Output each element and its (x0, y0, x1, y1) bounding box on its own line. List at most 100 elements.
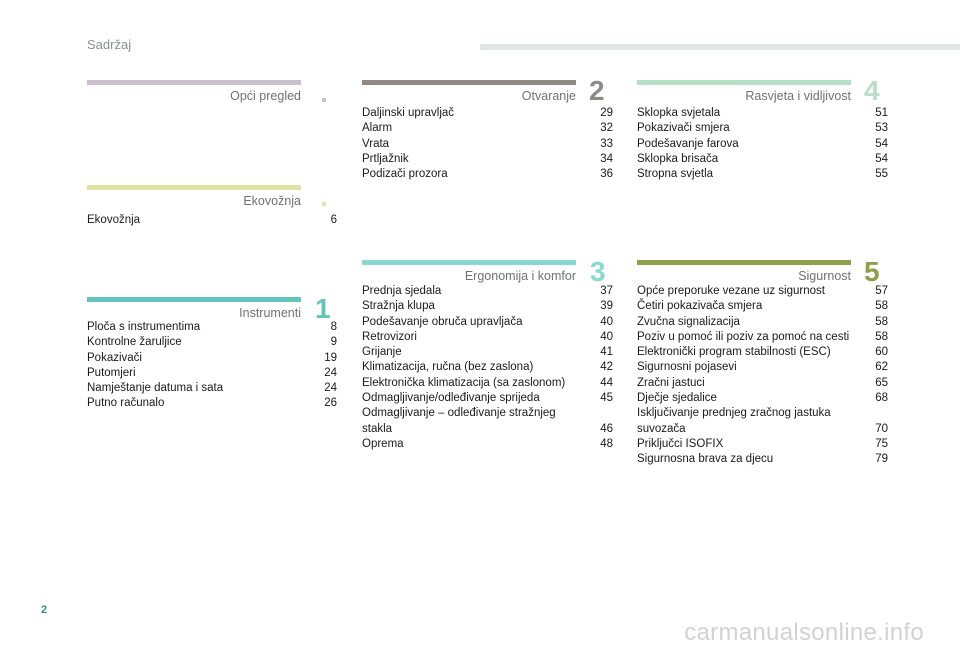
entry-page: 24 (324, 366, 337, 379)
toc-entry[interactable]: Stražnja klupa 39 (362, 299, 613, 314)
entry-title: Opće preporuke vezane uz sigurnost (637, 285, 825, 297)
entry-list: Prednja sjedala 37 Stražnja klupa 39 Podešav… (362, 284, 613, 452)
entry-title: Elektronička klimatizacija (sa zaslonom) (362, 376, 566, 389)
toc-entry[interactable]: Daljinski upravljač 29 (362, 106, 613, 121)
entry-page: 57 (875, 285, 888, 297)
toc-entry[interactable]: Četiri pokazivača smjera 58 (637, 299, 888, 314)
toc-entry[interactable]: Elektronički program stabilnosti (ESC) 60 (637, 345, 888, 360)
entry-page: 8 (330, 321, 337, 333)
toc-entry[interactable]: Retrovizori 40 (362, 330, 613, 345)
entry-title: Elektronički program stabilnosti (ESC) (637, 346, 831, 359)
toc-entry[interactable]: Prednja sjedala 37 (362, 284, 613, 299)
entry-title: Alarm (362, 122, 393, 135)
section-title: Ergonomija i komfor (464, 269, 576, 283)
entry-page: 62 (875, 361, 888, 374)
page-number: 2 (41, 604, 48, 616)
entry-title: Zvučna signalizacija (637, 315, 740, 328)
section-title: Rasvjeta i vidljivost (745, 89, 851, 103)
toc-entry[interactable]: Sklopka brisača 54 (637, 152, 888, 167)
toc-entry[interactable]: Namještanje datuma i sata 24 (87, 381, 337, 396)
entry-list: Sklopka svjetala 51 Pokazivači smjera 53 Pod… (637, 106, 888, 182)
toc-entry[interactable]: Podešavanje obruča upravljača 40 (362, 315, 613, 330)
toc-entry[interactable]: Zračni jastuci 65 (637, 376, 888, 391)
entry-title: Prednja sjedala (362, 285, 442, 297)
section-title: Opći pregled (230, 89, 301, 103)
entry-page: 32 (600, 122, 613, 135)
section-title: Otvaranje (521, 89, 576, 103)
entry-page: 39 (600, 300, 613, 313)
entry-page: 58 (875, 315, 888, 328)
toc-entry[interactable]: Podizači prozora 36 (362, 167, 613, 182)
toc-entry[interactable]: Oprema 48 (362, 437, 613, 452)
toc-entry[interactable]: Pokazivači smjera 53 (637, 121, 888, 136)
section-marker (322, 98, 326, 102)
entry-page: 44 (600, 376, 613, 389)
toc-entry[interactable]: Opće preporuke vezane uz sigurnost 57 (637, 284, 888, 299)
toc-entry[interactable]: Ekovožnja 6 (87, 213, 337, 228)
section-number: 4 (864, 75, 880, 106)
page-header-bar (480, 44, 960, 50)
entry-title: Isključivanje prednjeg zračnog jastuka s… (637, 407, 831, 435)
toc-entry[interactable]: Alarm 32 (362, 121, 613, 136)
entry-page: 19 (324, 351, 337, 364)
toc-entry[interactable]: Elektronička klimatizacija (sa zaslonom)… (362, 376, 613, 391)
entry-title: Stražnja klupa (362, 300, 435, 313)
entry-page: 54 (875, 137, 888, 150)
entry-title: Odmagljivanje – odleđivanje stražnjeg st… (362, 407, 556, 435)
toc-entry[interactable]: Poziv u pomoć ili poziv za pomoć na cest… (637, 330, 888, 345)
section-ekovoznja: Ekovožnja Ekovožnja 6 (87, 185, 337, 245)
entry-page: 40 (600, 315, 613, 328)
toc-entry[interactable]: Sklopka svjetala 51 (637, 106, 888, 121)
entry-title: Ploča s instrumentima (87, 321, 201, 333)
toc-entry[interactable]: Priključci ISOFIX 75 (637, 437, 888, 452)
toc-entry[interactable]: Klimatizacija, ručna (bez zaslona) 42 (362, 360, 613, 375)
entry-page: 60 (875, 346, 888, 359)
entry-title: Namještanje datuma i sata (87, 382, 224, 395)
section-bar (87, 297, 301, 302)
entry-title: Četiri pokazivača smjera (637, 300, 763, 313)
toc-entry[interactable]: Pokazivači 19 (87, 351, 337, 366)
toc-entry[interactable]: Stropna svjetla 55 (637, 167, 888, 182)
toc-entry[interactable]: Ploča s instrumentima 8 (87, 320, 337, 335)
entry-title: Putno računalo (87, 397, 165, 410)
entry-page: 41 (600, 346, 613, 359)
entry-page: 40 (600, 330, 613, 343)
toc-entry[interactable]: Kontrolne žaruljice 9 (87, 335, 337, 350)
toc-entry[interactable]: Grijanje 41 (362, 345, 613, 360)
entry-page: 68 (875, 392, 888, 405)
toc-entry[interactable]: Zvučna signalizacija 58 (637, 315, 888, 330)
entry-page: 34 (600, 152, 613, 165)
entry-title: Ekovožnja (87, 214, 141, 226)
entry-title: Pokazivači smjera (637, 122, 730, 135)
entry-page: 33 (600, 137, 613, 150)
toc-entry[interactable]: Sigurnosna brava za djecu 79 (637, 452, 888, 467)
section-title: Instrumenti (239, 306, 301, 320)
toc-entry[interactable]: Sigurnosni pojasevi 62 (637, 360, 888, 375)
entry-page: 26 (324, 397, 337, 410)
entry-title: Daljinski upravljač (362, 107, 455, 119)
entry-page: 45 (600, 392, 613, 405)
page-header-title: Sadržaj (87, 37, 132, 52)
toc-entry[interactable]: Odmagljivanje/odleđivanje sprijeda 45 (362, 391, 613, 406)
section-instrumenti: Instrumenti 1 Ploča s instrumentima 8 Kont… (87, 295, 337, 417)
toc-entry[interactable]: Odmagljivanje – odleđivanje stražnjeg st… (362, 406, 613, 437)
entry-title: Oprema (362, 437, 404, 450)
toc-entry[interactable]: Podešavanje farova 54 (637, 137, 888, 152)
entry-page: 51 (875, 107, 888, 119)
toc-entry[interactable]: Vrata 33 (362, 137, 613, 152)
entry-title: Pokazivači (87, 351, 142, 364)
toc-entry[interactable]: Putno računalo 26 (87, 396, 337, 411)
entry-title: Sigurnosni pojasevi (637, 361, 737, 374)
entry-page: 48 (600, 437, 613, 450)
section-sigurnost: Sigurnost 5 Opće preporuke vezane uz sig… (637, 258, 888, 470)
toc-entry[interactable]: Isključivanje prednjeg zračnog jastuka s… (637, 406, 888, 437)
toc-entry[interactable]: Prtljažnik 34 (362, 152, 613, 167)
entry-title: Prtljažnik (362, 152, 409, 165)
entry-title: Sklopka svjetala (637, 107, 721, 119)
entry-page: 42 (600, 361, 613, 374)
toc-entry[interactable]: Dječje sjedalice 68 (637, 391, 888, 406)
section-title: Ekovožnja (243, 194, 301, 208)
toc-entry[interactable]: Putomjeri 24 (87, 366, 337, 381)
entry-title: Poziv u pomoć ili poziv za pomoć na cest… (637, 330, 850, 343)
entry-title: Putomjeri (87, 366, 136, 379)
